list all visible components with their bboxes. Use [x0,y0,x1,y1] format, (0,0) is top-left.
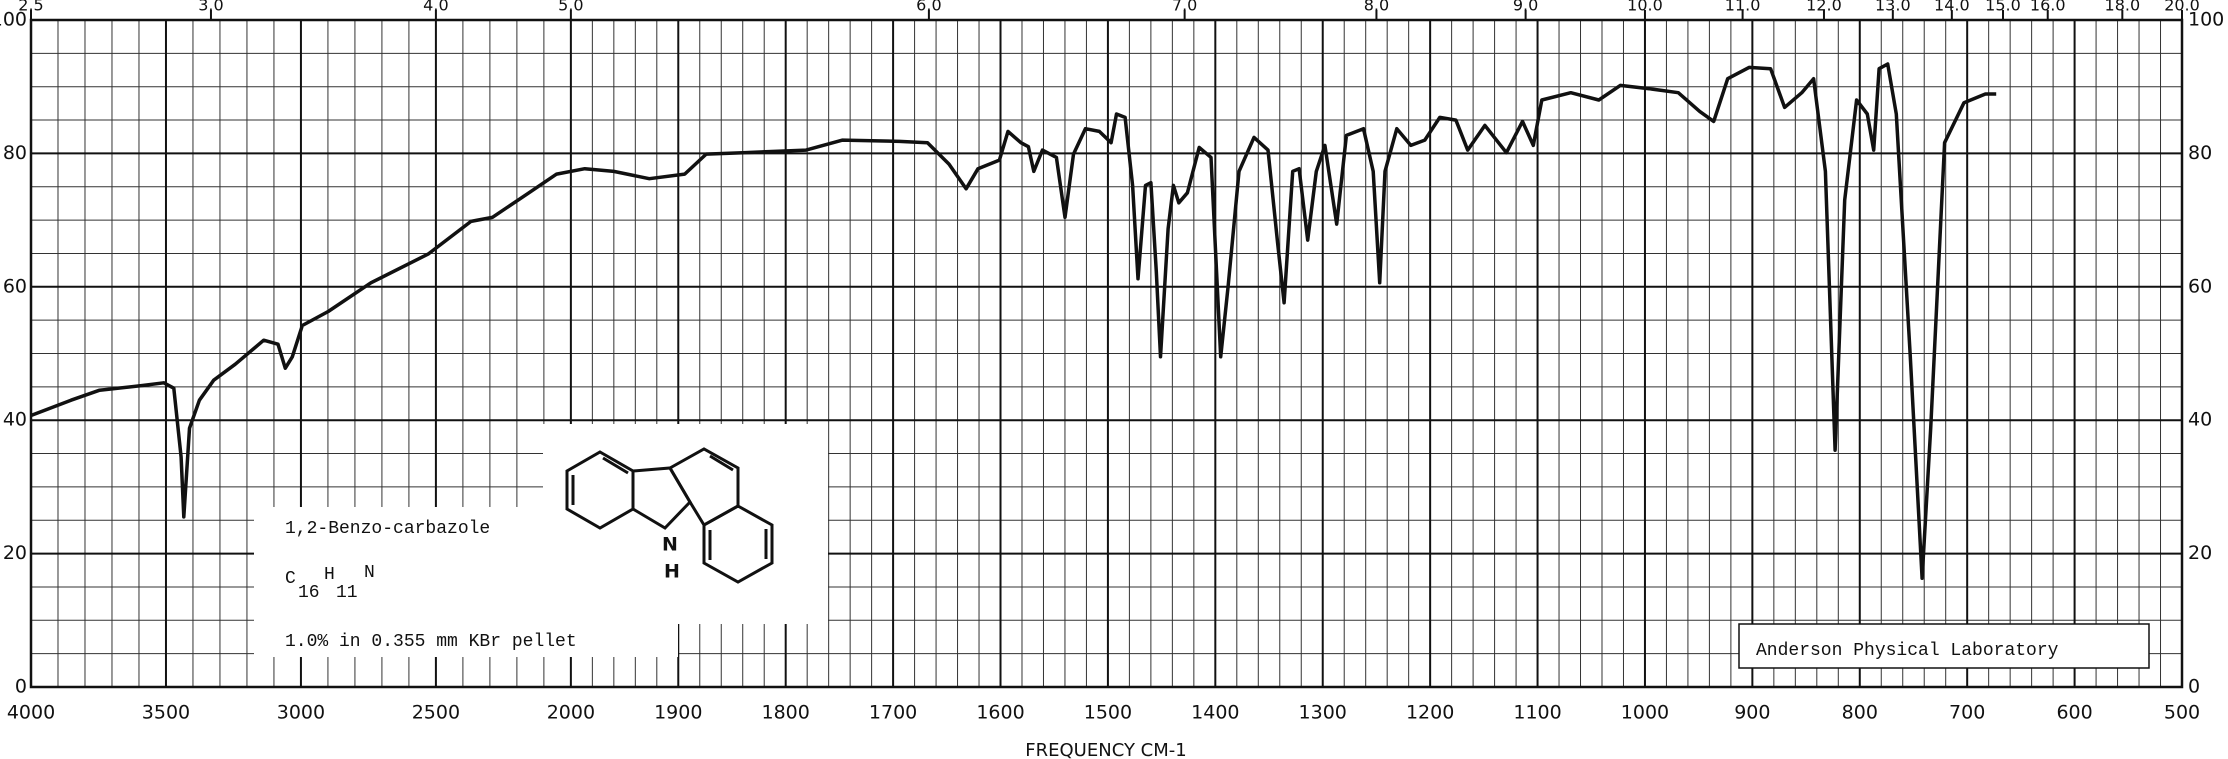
x-tick-label: 1800 [762,702,810,724]
x2-tick-label: 18.0 [2105,0,2141,15]
x-tick-label: 3500 [142,702,190,724]
spectrum-line [30,62,1997,581]
formula: H [324,565,335,585]
x2-tick-label: 10.0 [1627,0,1663,15]
x-tick-label: 1900 [654,702,702,724]
x-tick-label: 1200 [1406,702,1454,724]
y-tick-label: 60 [3,275,27,297]
x-tick-label: 4000 [7,702,55,724]
x2-tick-label: 8.0 [1364,0,1389,15]
plot-frame [29,18,2184,689]
x2-tick-label: 6.0 [916,0,941,15]
y-tick-label-right: 100 [2188,9,2224,31]
x2-tick-label: 14.0 [1934,0,1970,15]
formula: 16 [298,583,320,603]
x-tick-label: 500 [2164,702,2200,724]
x-tick-label: 1400 [1191,702,1239,724]
x2-tick-label: 7.0 [1172,0,1197,15]
x-tick-label: 900 [1734,702,1770,724]
y-tick-label: 0 [15,676,27,698]
compound-name: 1,2-Benzo-carbazole [285,519,490,539]
y-tick-label-right: 60 [2188,275,2212,297]
y-tick-label-right: 0 [2188,676,2200,698]
x-tick-label: 3000 [277,702,325,724]
formula: C [285,569,296,589]
x-tick-label: 600 [2056,702,2092,724]
x2-tick-label: 16.0 [2030,0,2066,15]
x-tick-label: 1600 [976,702,1024,724]
x2-tick-label: 20.0 [2164,0,2200,15]
x-tick-label: 1100 [1513,702,1561,724]
y-tick-label-right: 20 [2188,542,2212,564]
x-tick-label: 2500 [412,702,460,724]
lab-box [1738,623,2150,669]
x-tick-label: 700 [1949,702,1985,724]
x-tick-label: 800 [1842,702,1878,724]
x2-tick-label: 5.0 [558,0,583,15]
x2-tick-label: 4.0 [423,0,448,15]
structure-box [543,424,828,624]
y-tick-label: 20 [3,542,27,564]
x-tick-label: 2000 [547,702,595,724]
y-tick-label: 100 [0,9,27,31]
x2-tick-label: 11.0 [1725,0,1761,15]
atom-label: H [664,561,680,583]
x2-tick-label: 3.0 [198,0,223,15]
molecule-structure [565,447,774,584]
y-tick-label-right: 80 [2188,142,2212,164]
x-tick-label: 1700 [869,702,917,724]
x-tick-label: 1000 [1621,702,1669,724]
x2-tick-label: 2.5 [18,0,43,15]
atom-label: N [662,534,678,556]
x2-tick-label: 15.0 [1985,0,2021,15]
y-tick-label: 40 [3,409,27,431]
x-axis-title: FREQUENCY CM-1 [1025,740,1186,759]
x-tick-label: 1500 [1084,702,1132,724]
y-tick-label: 80 [3,142,27,164]
y-tick-label-right: 40 [2188,409,2212,431]
x2-tick-label: 13.0 [1875,0,1911,15]
x2-tick-label: 12.0 [1806,0,1842,15]
lab-name: Anderson Physical Laboratory [1756,641,2059,661]
formula: N [364,563,375,583]
x-tick-label: 1300 [1299,702,1347,724]
sample-info: 1.0% in 0.355 mm KBr pellet [285,632,577,652]
formula: 11 [336,583,358,603]
x2-tick-label: 9.0 [1513,0,1538,15]
